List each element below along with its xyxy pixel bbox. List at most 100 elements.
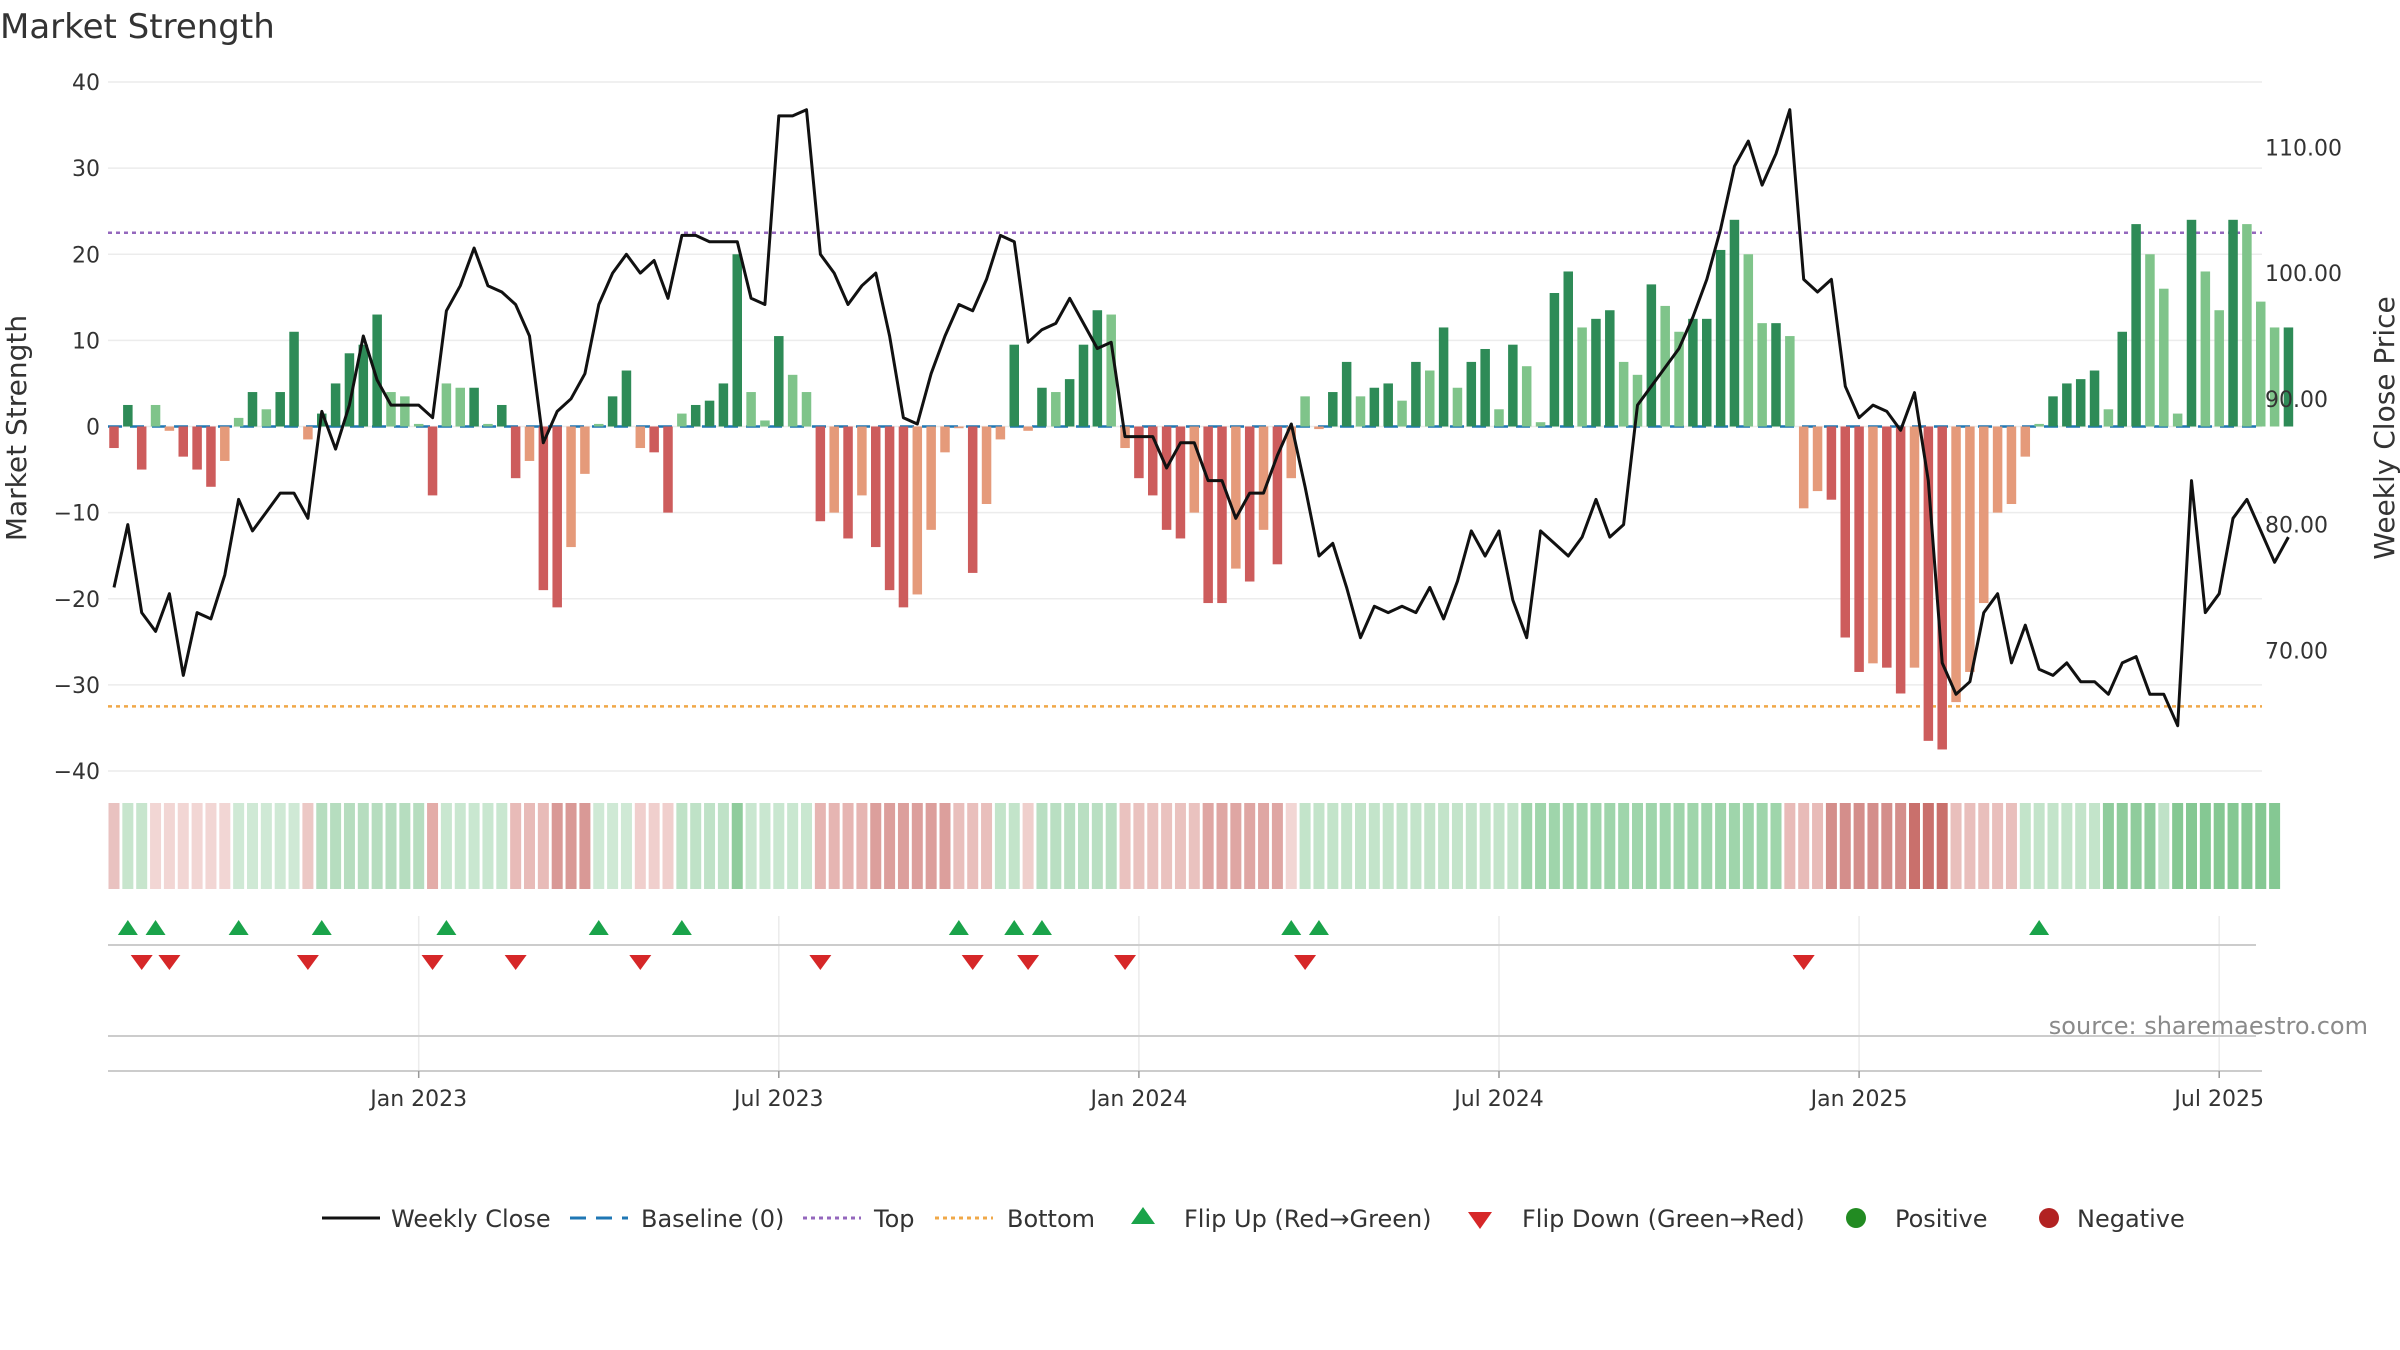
flip-down-marker	[1017, 955, 1040, 970]
heat-cell	[828, 803, 840, 889]
heat-cell	[1202, 803, 1214, 889]
strength-bar	[1729, 219, 1740, 427]
strength-bar	[469, 387, 479, 427]
strength-bar	[289, 331, 299, 427]
heat-cell	[1493, 803, 1505, 889]
heat-cell	[482, 803, 494, 889]
strength-bar	[400, 396, 410, 427]
flip-up-marker	[1004, 920, 1025, 935]
heat-cell	[1022, 803, 1034, 889]
heat-cell	[1396, 803, 1408, 889]
legend-label: Flip Down (Green→Red)	[1522, 1205, 1805, 1233]
source-note: source: sharemaestro.com	[2049, 1012, 2368, 1040]
strength-bar	[649, 426, 659, 453]
flip-up-marker	[671, 920, 692, 935]
strength-bar	[358, 344, 369, 427]
heat-cell	[1909, 803, 1920, 889]
strength-bar	[1078, 344, 1089, 427]
strength-bar	[1106, 314, 1116, 427]
strength-bar	[981, 426, 992, 505]
flip-up-marker	[228, 920, 249, 935]
heat-cell	[1839, 803, 1851, 889]
strength-bar	[1785, 336, 1795, 427]
strength-bar	[884, 426, 895, 591]
strength-bar	[2103, 409, 2114, 427]
strength-bar	[1771, 323, 1781, 427]
flip-up-marker	[1308, 920, 1329, 935]
heat-cell	[994, 803, 1006, 889]
heat-cell	[745, 803, 757, 889]
strength-bar	[1757, 323, 1767, 427]
heat-cell	[1105, 803, 1117, 889]
heat-cell	[1119, 803, 1131, 889]
heat-cell	[357, 803, 369, 889]
heat-cell	[427, 803, 439, 889]
heat-cell	[1174, 803, 1186, 889]
strength-bars	[109, 219, 2294, 750]
strength-bar	[1923, 426, 1934, 741]
heat-cell	[690, 803, 702, 889]
strength-bar	[2048, 396, 2058, 427]
heat-cell	[1216, 803, 1228, 889]
heat-cell	[454, 803, 466, 889]
strength-bar	[427, 426, 438, 496]
strength-bar	[1840, 426, 1850, 638]
heat-cell	[1590, 803, 1602, 889]
heat-cell	[468, 803, 480, 889]
flip-down-marker	[130, 955, 153, 970]
flip-up-marker	[436, 920, 457, 935]
y-tick-label: −40	[54, 760, 100, 785]
strength-bar	[372, 314, 382, 427]
y2-tick-label: 90.00	[2265, 388, 2328, 413]
y-tick-label: −30	[54, 674, 100, 699]
heat-cell	[1230, 803, 1242, 889]
strength-bar	[164, 426, 175, 431]
heat-cell	[1853, 803, 1865, 889]
heat-cell	[1825, 803, 1837, 889]
heat-cell	[704, 803, 716, 889]
flip-markers	[108, 920, 2256, 970]
strength-bar	[2228, 219, 2238, 427]
heat-cell	[1922, 803, 1934, 889]
strength-bar	[123, 404, 133, 427]
heat-cell	[1258, 803, 1270, 889]
y2-axis-ticks: 110.00 100.00 90.00 80.00 70.00	[2265, 136, 2342, 664]
heat-cell	[1465, 803, 1477, 889]
strength-bar	[1618, 361, 1629, 427]
strength-bar	[2006, 426, 2017, 505]
legend-label: Weekly Close	[391, 1205, 551, 1233]
heat-cell	[1382, 803, 1394, 889]
y2-tick-label: 70.00	[2265, 639, 2328, 664]
heat-cell	[2019, 803, 2031, 889]
heat-cell	[551, 803, 563, 889]
heat-cell	[911, 803, 923, 889]
strength-bar	[552, 426, 562, 608]
y-tick-label: 20	[72, 243, 100, 268]
strength-bar	[912, 426, 923, 595]
legend-swatch-flip-up	[1131, 1207, 1155, 1224]
heat-cell	[717, 803, 729, 889]
legend-label: Top	[873, 1205, 915, 1233]
heat-cell	[1188, 803, 1200, 889]
heat-cell	[1770, 803, 1782, 889]
strength-bar	[1161, 426, 1172, 530]
strength-bar	[829, 426, 839, 513]
heat-cell	[371, 803, 383, 889]
heat-cell	[1244, 803, 1256, 889]
strength-bar	[136, 426, 147, 470]
heat-cell	[177, 803, 189, 889]
y-tick-label: −20	[54, 588, 100, 613]
flip-up-marker	[1031, 920, 1052, 935]
y2-tick-label: 100.00	[2265, 262, 2342, 287]
flip-up-marker	[1281, 920, 1302, 935]
heat-cell	[565, 803, 577, 889]
strength-bar	[1563, 271, 1573, 427]
strength-bar	[1258, 426, 1269, 530]
strength-bar	[247, 392, 258, 427]
strength-bar	[1674, 331, 1684, 427]
strength-bar	[1992, 426, 2003, 513]
heat-cell	[233, 803, 245, 889]
strength-bar	[330, 383, 341, 427]
strength-bar	[871, 426, 881, 548]
